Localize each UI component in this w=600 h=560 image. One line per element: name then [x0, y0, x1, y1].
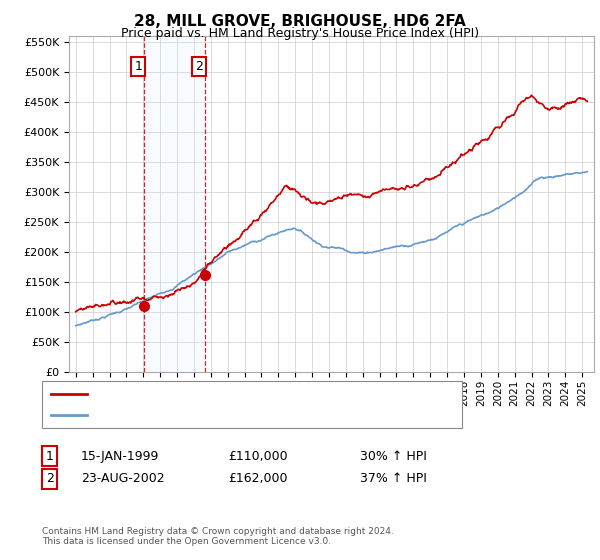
- Text: 2: 2: [46, 472, 54, 486]
- Bar: [144, 36, 205, 372]
- Text: 1: 1: [46, 450, 54, 463]
- Text: 37% ↑ HPI: 37% ↑ HPI: [360, 472, 427, 486]
- Text: Price paid vs. HM Land Registry's House Price Index (HPI): Price paid vs. HM Land Registry's House …: [121, 27, 479, 40]
- Text: 23-AUG-2002: 23-AUG-2002: [81, 472, 164, 486]
- Text: 1: 1: [134, 60, 142, 73]
- Text: 2: 2: [195, 60, 203, 73]
- Text: £162,000: £162,000: [228, 472, 287, 486]
- Text: 28, MILL GROVE, BRIGHOUSE, HD6 2FA (detached house): 28, MILL GROVE, BRIGHOUSE, HD6 2FA (deta…: [93, 389, 413, 399]
- Text: 28, MILL GROVE, BRIGHOUSE, HD6 2FA: 28, MILL GROVE, BRIGHOUSE, HD6 2FA: [134, 14, 466, 29]
- Text: Contains HM Land Registry data © Crown copyright and database right 2024.
This d: Contains HM Land Registry data © Crown c…: [42, 526, 394, 546]
- Text: 15-JAN-1999: 15-JAN-1999: [81, 450, 160, 463]
- Text: £110,000: £110,000: [228, 450, 287, 463]
- Text: 30% ↑ HPI: 30% ↑ HPI: [360, 450, 427, 463]
- Text: HPI: Average price, detached house, Calderdale: HPI: Average price, detached house, Cald…: [93, 410, 359, 420]
